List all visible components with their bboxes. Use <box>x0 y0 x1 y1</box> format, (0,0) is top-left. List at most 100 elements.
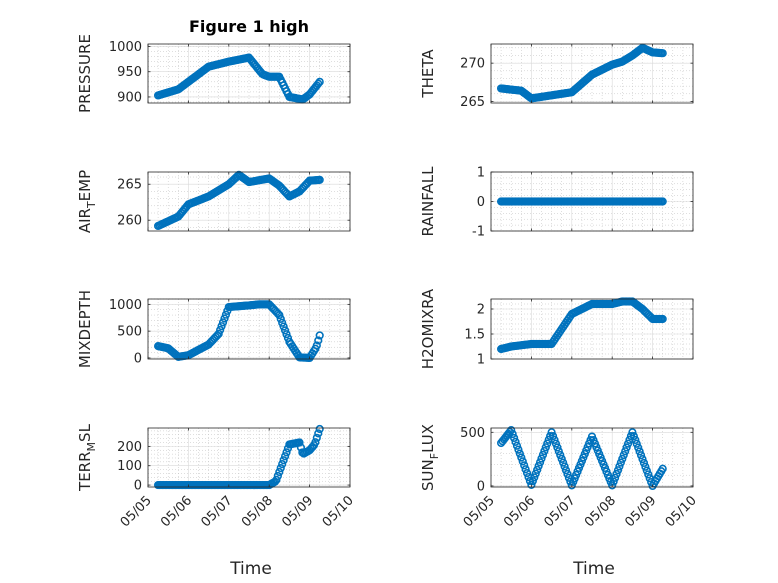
data-point <box>556 450 565 460</box>
axes-frame <box>147 171 351 232</box>
y-axis-label: THETA <box>419 49 437 99</box>
data-series <box>497 197 667 206</box>
chart-title: Figure 1 high <box>189 17 309 36</box>
subplot-5: 0 500 1000 MIXDEPTH <box>76 290 351 368</box>
data-point <box>512 441 522 450</box>
x-tick-label: 05/07 <box>199 493 236 530</box>
data-point <box>538 450 548 459</box>
y-tick-label: 0 <box>477 479 485 494</box>
data-point <box>221 310 231 319</box>
data-point <box>631 435 640 445</box>
data-point <box>514 445 523 454</box>
data-point <box>543 439 552 448</box>
data-point <box>535 458 545 467</box>
data-point <box>315 175 324 185</box>
x-tick-label: 05/07 <box>542 493 579 530</box>
data-point <box>509 433 519 443</box>
data-point <box>615 462 624 471</box>
data-point <box>551 439 561 448</box>
y-tick-label: 0 <box>134 479 142 494</box>
data-point <box>658 197 667 206</box>
data-point <box>217 322 226 331</box>
data-point <box>314 336 323 345</box>
y-axis-label: MIXDEPTH <box>76 290 94 368</box>
x-tick-label: 05/06 <box>501 493 538 530</box>
data-point <box>214 329 223 338</box>
data-point <box>560 462 569 471</box>
subplot-6: 1 1.5 2 H2OMIXRA <box>419 288 694 369</box>
x-tick-label: 05/06 <box>158 493 195 530</box>
data-point <box>610 473 620 482</box>
y-tick-label: 1 <box>477 166 485 181</box>
data-point <box>527 480 536 489</box>
subplot-7: 0 100 200 TERRMSL 05/05 05/06 05/07 05/08 05/09 0… <box>76 423 357 579</box>
data-point <box>517 453 526 462</box>
data-point <box>278 318 287 327</box>
y-tick-label: -1 <box>472 225 485 240</box>
data-point <box>508 429 517 439</box>
data-point <box>315 331 324 340</box>
y-tick-label: 1 <box>477 353 485 368</box>
data-point <box>275 467 284 477</box>
subplot-4: -1 0 1 RAINFALL <box>419 166 694 240</box>
data-point <box>613 466 623 475</box>
data-point <box>548 431 558 441</box>
data-point <box>632 439 641 448</box>
x-tick-label: 05/08 <box>239 493 276 530</box>
y-tick-label: 1.5 <box>464 328 485 343</box>
data-point <box>315 77 324 86</box>
data-point <box>638 455 647 464</box>
data-series <box>154 300 324 363</box>
data-point <box>629 432 638 441</box>
y-tick-label: 900 <box>117 90 142 105</box>
x-tick-label: 05/10 <box>320 493 357 530</box>
data-point <box>280 326 290 335</box>
data-point <box>628 428 637 437</box>
data-point <box>278 460 287 469</box>
data-point <box>642 466 651 475</box>
data-series <box>154 53 324 104</box>
y-axis-label: RAINFALL <box>419 166 437 237</box>
data-point <box>612 469 621 479</box>
data-point <box>621 447 630 456</box>
data-point <box>641 462 650 471</box>
data-series <box>497 43 667 103</box>
x-axis-label: Time <box>229 559 272 579</box>
data-point <box>559 458 568 467</box>
data-point <box>540 446 549 456</box>
data-point <box>515 449 524 458</box>
y-tick-label: 2 <box>477 303 485 318</box>
data-point <box>218 318 228 327</box>
y-tick-label: 1000 <box>109 298 142 313</box>
data-point <box>295 438 304 447</box>
data-point <box>275 310 284 320</box>
y-axis-label: PRESSURE <box>76 34 94 113</box>
data-point <box>530 473 539 482</box>
data-point <box>282 330 291 339</box>
data-point <box>312 433 321 442</box>
axes-frame <box>147 43 351 104</box>
axes-frame <box>147 427 351 488</box>
data-point <box>636 451 646 460</box>
axes-background <box>148 44 350 103</box>
data-point <box>639 458 649 468</box>
y-axis-label: SUNFLUX <box>419 424 441 491</box>
data-point <box>282 448 291 457</box>
data-point <box>635 447 644 456</box>
data-point <box>609 477 618 486</box>
data-point <box>618 454 627 463</box>
data-point <box>547 428 556 437</box>
y-tick-label: 1000 <box>109 40 142 55</box>
x-axis-label: Time <box>572 559 615 579</box>
data-point <box>658 464 667 473</box>
y-tick-label: 265 <box>460 95 485 110</box>
axes-frame <box>490 427 694 488</box>
data-point <box>531 469 540 478</box>
data-point <box>561 466 571 475</box>
data-point <box>276 314 285 324</box>
data-point <box>658 314 667 324</box>
data-point <box>541 443 550 452</box>
data-point <box>537 454 546 463</box>
y-tick-label: 270 <box>460 57 485 72</box>
